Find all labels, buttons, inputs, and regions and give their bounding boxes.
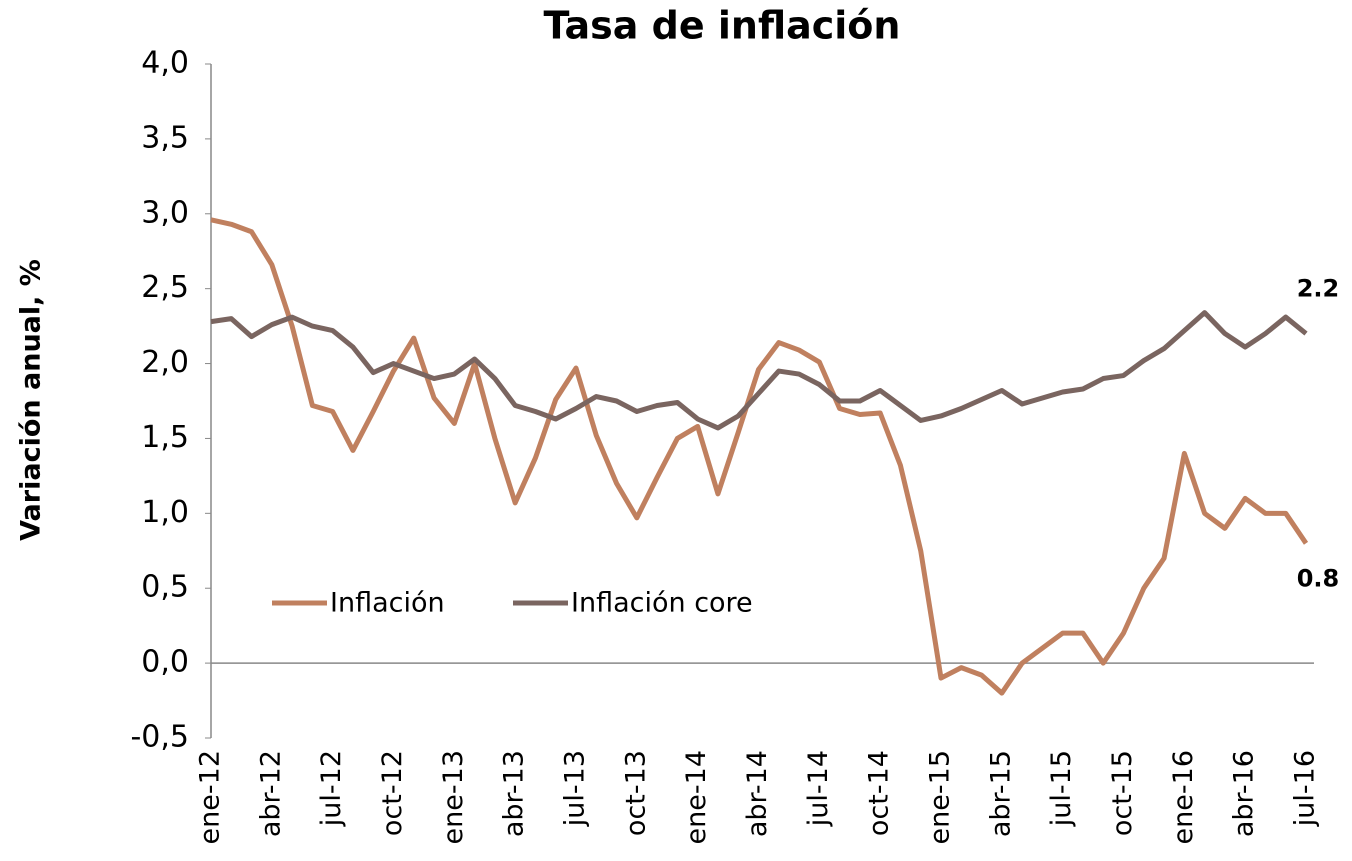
x-tick-label: jul-16 [1290, 750, 1321, 827]
x-tick-label: oct-15 [1107, 750, 1138, 836]
y-tick-label: -0,5 [130, 720, 189, 755]
x-tick-label: abr-14 [742, 750, 773, 837]
end-value-label: 2.2 [1297, 275, 1340, 303]
series-line [210, 310, 1308, 431]
x-tick-label: jul-12 [316, 750, 347, 827]
y-tick-label: 3,5 [141, 120, 189, 155]
y-tick-label: 0,0 [141, 645, 189, 680]
y-tick-label: 1,0 [141, 495, 189, 530]
x-tick-label: jul-14 [803, 750, 834, 827]
x-tick-label: jul-13 [560, 750, 591, 827]
x-tick-label: ene-16 [1168, 750, 1199, 844]
x-tick-label: ene-13 [438, 750, 469, 844]
chart-title: Tasa de inflación [544, 4, 901, 48]
x-tick-label: oct-12 [377, 750, 408, 836]
x-tick-label: ene-15 [925, 750, 956, 844]
x-tick-label: abr-13 [499, 750, 530, 837]
y-tick-label: 0,5 [141, 570, 189, 605]
legend-label: Inflación core [571, 588, 753, 619]
x-tick-label: abr-12 [255, 750, 286, 837]
x-tick-label: abr-16 [1229, 750, 1260, 837]
legend-label: Inflación [330, 588, 445, 619]
end-value-label: 0.8 [1297, 564, 1340, 592]
x-tick-label: oct-13 [620, 750, 651, 836]
x-tick-label: ene-14 [681, 750, 712, 844]
y-axis-label: Variación anual, % [16, 259, 47, 541]
x-tick-label: abr-15 [985, 750, 1016, 837]
y-tick-label: 4,0 [141, 46, 189, 81]
y-tick-label: 2,0 [141, 345, 189, 380]
x-tick-label: oct-14 [864, 750, 895, 836]
y-tick-label: 2,5 [141, 270, 189, 305]
y-tick-label: 1,5 [141, 420, 189, 455]
y-tick-label: 3,0 [141, 195, 189, 230]
x-tick-label: ene-12 [195, 750, 226, 844]
series-line [210, 217, 1309, 696]
x-tick-label: jul-15 [1046, 750, 1077, 827]
